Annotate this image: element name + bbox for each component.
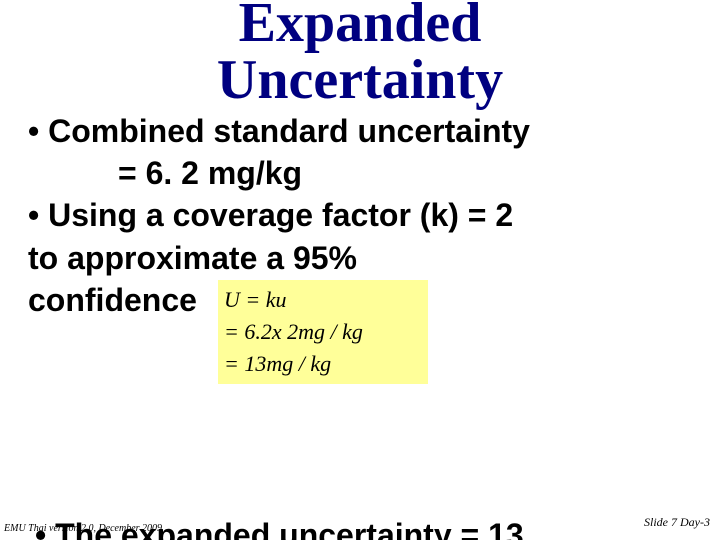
bullet-combined-value: = 6. 2 mg/kg xyxy=(28,152,700,194)
bullet-coverage-factor-a: • Using a coverage factor (k) = 2 xyxy=(28,194,700,236)
footer-slide-number: Slide 7 Day-3 xyxy=(644,515,710,530)
footer-version: EMU Thai version 2.0, December 2009 xyxy=(4,523,162,534)
equation-line-1: U = ku xyxy=(224,284,422,316)
title-line-2: Uncertainty xyxy=(217,49,503,111)
slide-title: Expanded Uncertainty xyxy=(0,0,720,109)
slide: Expanded Uncertainty • Combined standard… xyxy=(0,0,720,540)
equation-line-2: = 6.2x 2mg / kg xyxy=(224,316,422,348)
bullet-combined-uncertainty: • Combined standard uncertainty xyxy=(28,110,700,152)
equation-line-3: = 13mg / kg xyxy=(224,348,422,380)
equation-box: U = ku = 6.2x 2mg / kg = 13mg / kg xyxy=(218,280,428,384)
bullet-coverage-factor-b: to approximate a 95% xyxy=(28,237,700,279)
title-line-1: Expanded xyxy=(239,0,482,54)
